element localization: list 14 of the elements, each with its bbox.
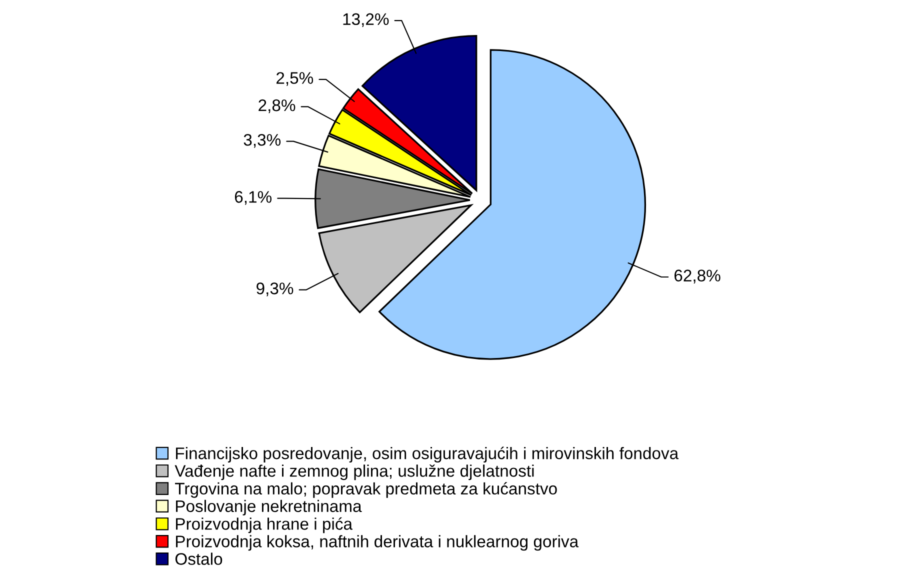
data-label: 6,1% xyxy=(234,191,272,205)
data-label: 62,8% xyxy=(674,270,720,284)
legend-label: Poslovanje nekretninama xyxy=(176,500,362,516)
legend-label: Trgovina na malo; popravak predmeta za kućanstvo xyxy=(175,482,557,498)
legend-label: Ostalo xyxy=(175,552,222,565)
legend-label: Proizvodnja koksa, naftnih derivata i nuklearnog goriva xyxy=(176,535,579,551)
legend-label: Vađenje nafte i zemnog plina; uslužne djelatnosti xyxy=(174,464,534,480)
data-label: 9,3% xyxy=(256,282,294,296)
legend-label: Financijsko posredovanje, osim osiguravajućih i mirovinskih fondova xyxy=(176,446,679,463)
data-label: 3,3% xyxy=(244,134,281,148)
data-label: 2,8% xyxy=(258,99,296,114)
data-label: 2,5% xyxy=(276,72,314,86)
legend-label: Proizvodnja hrane i pića xyxy=(176,517,353,534)
data-label: 13,2% xyxy=(343,13,389,28)
